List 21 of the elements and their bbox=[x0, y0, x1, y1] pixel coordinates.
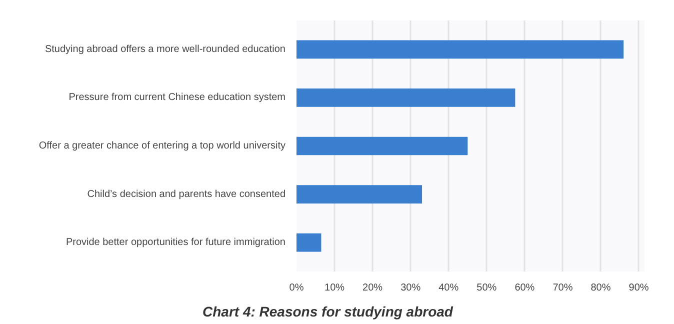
x-tick-label: 0% bbox=[289, 282, 304, 294]
y-tick-label: Offer a greater chance of entering a top world university bbox=[38, 140, 286, 152]
bar bbox=[296, 233, 322, 252]
x-tick-label: 40% bbox=[438, 282, 459, 294]
x-tick-label: 10% bbox=[324, 282, 345, 294]
x-tick-label: 30% bbox=[400, 282, 421, 294]
x-tick-label: 80% bbox=[590, 282, 611, 294]
x-tick-label: 90% bbox=[628, 282, 649, 294]
bar bbox=[296, 185, 422, 204]
bar bbox=[296, 136, 468, 156]
y-tick-label: Studying abroad offers a more well-rounded education bbox=[44, 44, 286, 55]
y-tick-label: Pressure from current Chinese education system bbox=[68, 92, 286, 104]
text: Chart 4: Reasons for studying abroad bbox=[202, 304, 454, 320]
x-tick-label: 20% bbox=[362, 282, 383, 294]
bar bbox=[296, 88, 516, 107]
x-tick-label: 60% bbox=[514, 282, 535, 294]
x-tick-label: 50% bbox=[476, 282, 497, 294]
y-tick-label: Child’s decision and parents have consented bbox=[87, 188, 286, 200]
x-tick-label: 70% bbox=[552, 282, 573, 294]
y-tick-label: Provide better opportunities for future immigration bbox=[66, 237, 286, 248]
bar bbox=[296, 40, 624, 59]
